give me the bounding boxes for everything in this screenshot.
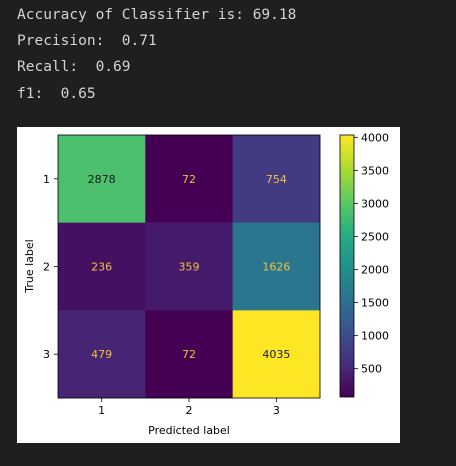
- y-axis-label: True label: [23, 239, 36, 293]
- colorbar-tick-label: 2000: [361, 264, 389, 277]
- cell-value-label: 359: [179, 261, 200, 274]
- confusion-matrix-figure: 2878 72 754 236 359 1626 479 72 4035 1 2 3 1 2 3 Pred…: [17, 127, 400, 443]
- x-tick-label: 2: [186, 404, 193, 417]
- colorbar-tick-label: 2500: [361, 230, 389, 243]
- x-axis-label: Predicted label: [148, 424, 230, 437]
- precision-text: Precision: 0.71: [17, 33, 157, 49]
- colorbar: [340, 135, 354, 397]
- colorbar-tick-label: 3000: [361, 197, 389, 210]
- cell-value-label: 479: [91, 348, 112, 361]
- matrix-cell: [58, 135, 146, 223]
- cell-value-label: 1626: [262, 261, 290, 274]
- cell-value-label: 236: [91, 261, 112, 274]
- cell-value-label: 2878: [88, 173, 116, 186]
- y-tick-label: 3: [43, 348, 50, 361]
- colorbar-frame: [339, 134, 355, 398]
- x-tick-label: 3: [273, 404, 280, 417]
- f1-text: f1: 0.65: [17, 86, 96, 102]
- cell-value-label: 72: [182, 348, 196, 361]
- colorbar-tick-label: 500: [361, 363, 382, 376]
- y-tick-label: 1: [43, 173, 50, 186]
- cell-value-label: 72: [182, 173, 196, 186]
- colorbar-tick-label: 1500: [361, 297, 389, 310]
- colorbar-tick-label: 1000: [361, 330, 389, 343]
- y-tick-label: 2: [43, 261, 50, 274]
- matrix-cell: [58, 222, 146, 311]
- matrix-cell: [232, 222, 321, 311]
- x-tick-label: 1: [98, 404, 105, 417]
- matrix-cell: [145, 222, 233, 311]
- matrix-cell: [232, 310, 321, 399]
- matrix-cell: [145, 135, 233, 223]
- confusion-matrix-chart: 2878 72 754 236 359 1626 479 72 4035 1 2 3 1 2 3 Pred…: [23, 131, 389, 437]
- recall-text: Recall: 0.69: [17, 59, 131, 75]
- cell-value-label: 4035: [262, 348, 290, 361]
- matrix-cell: [58, 310, 146, 399]
- matrix-cell: [232, 135, 321, 223]
- colorbar-tick-label: 4000: [361, 131, 389, 144]
- cell-value-label: 754: [266, 173, 287, 186]
- colorbar-tick-label: 3500: [361, 164, 389, 177]
- matrix-cell: [145, 310, 233, 399]
- accuracy-text: Accuracy of Classifier is: 69.18: [17, 7, 297, 23]
